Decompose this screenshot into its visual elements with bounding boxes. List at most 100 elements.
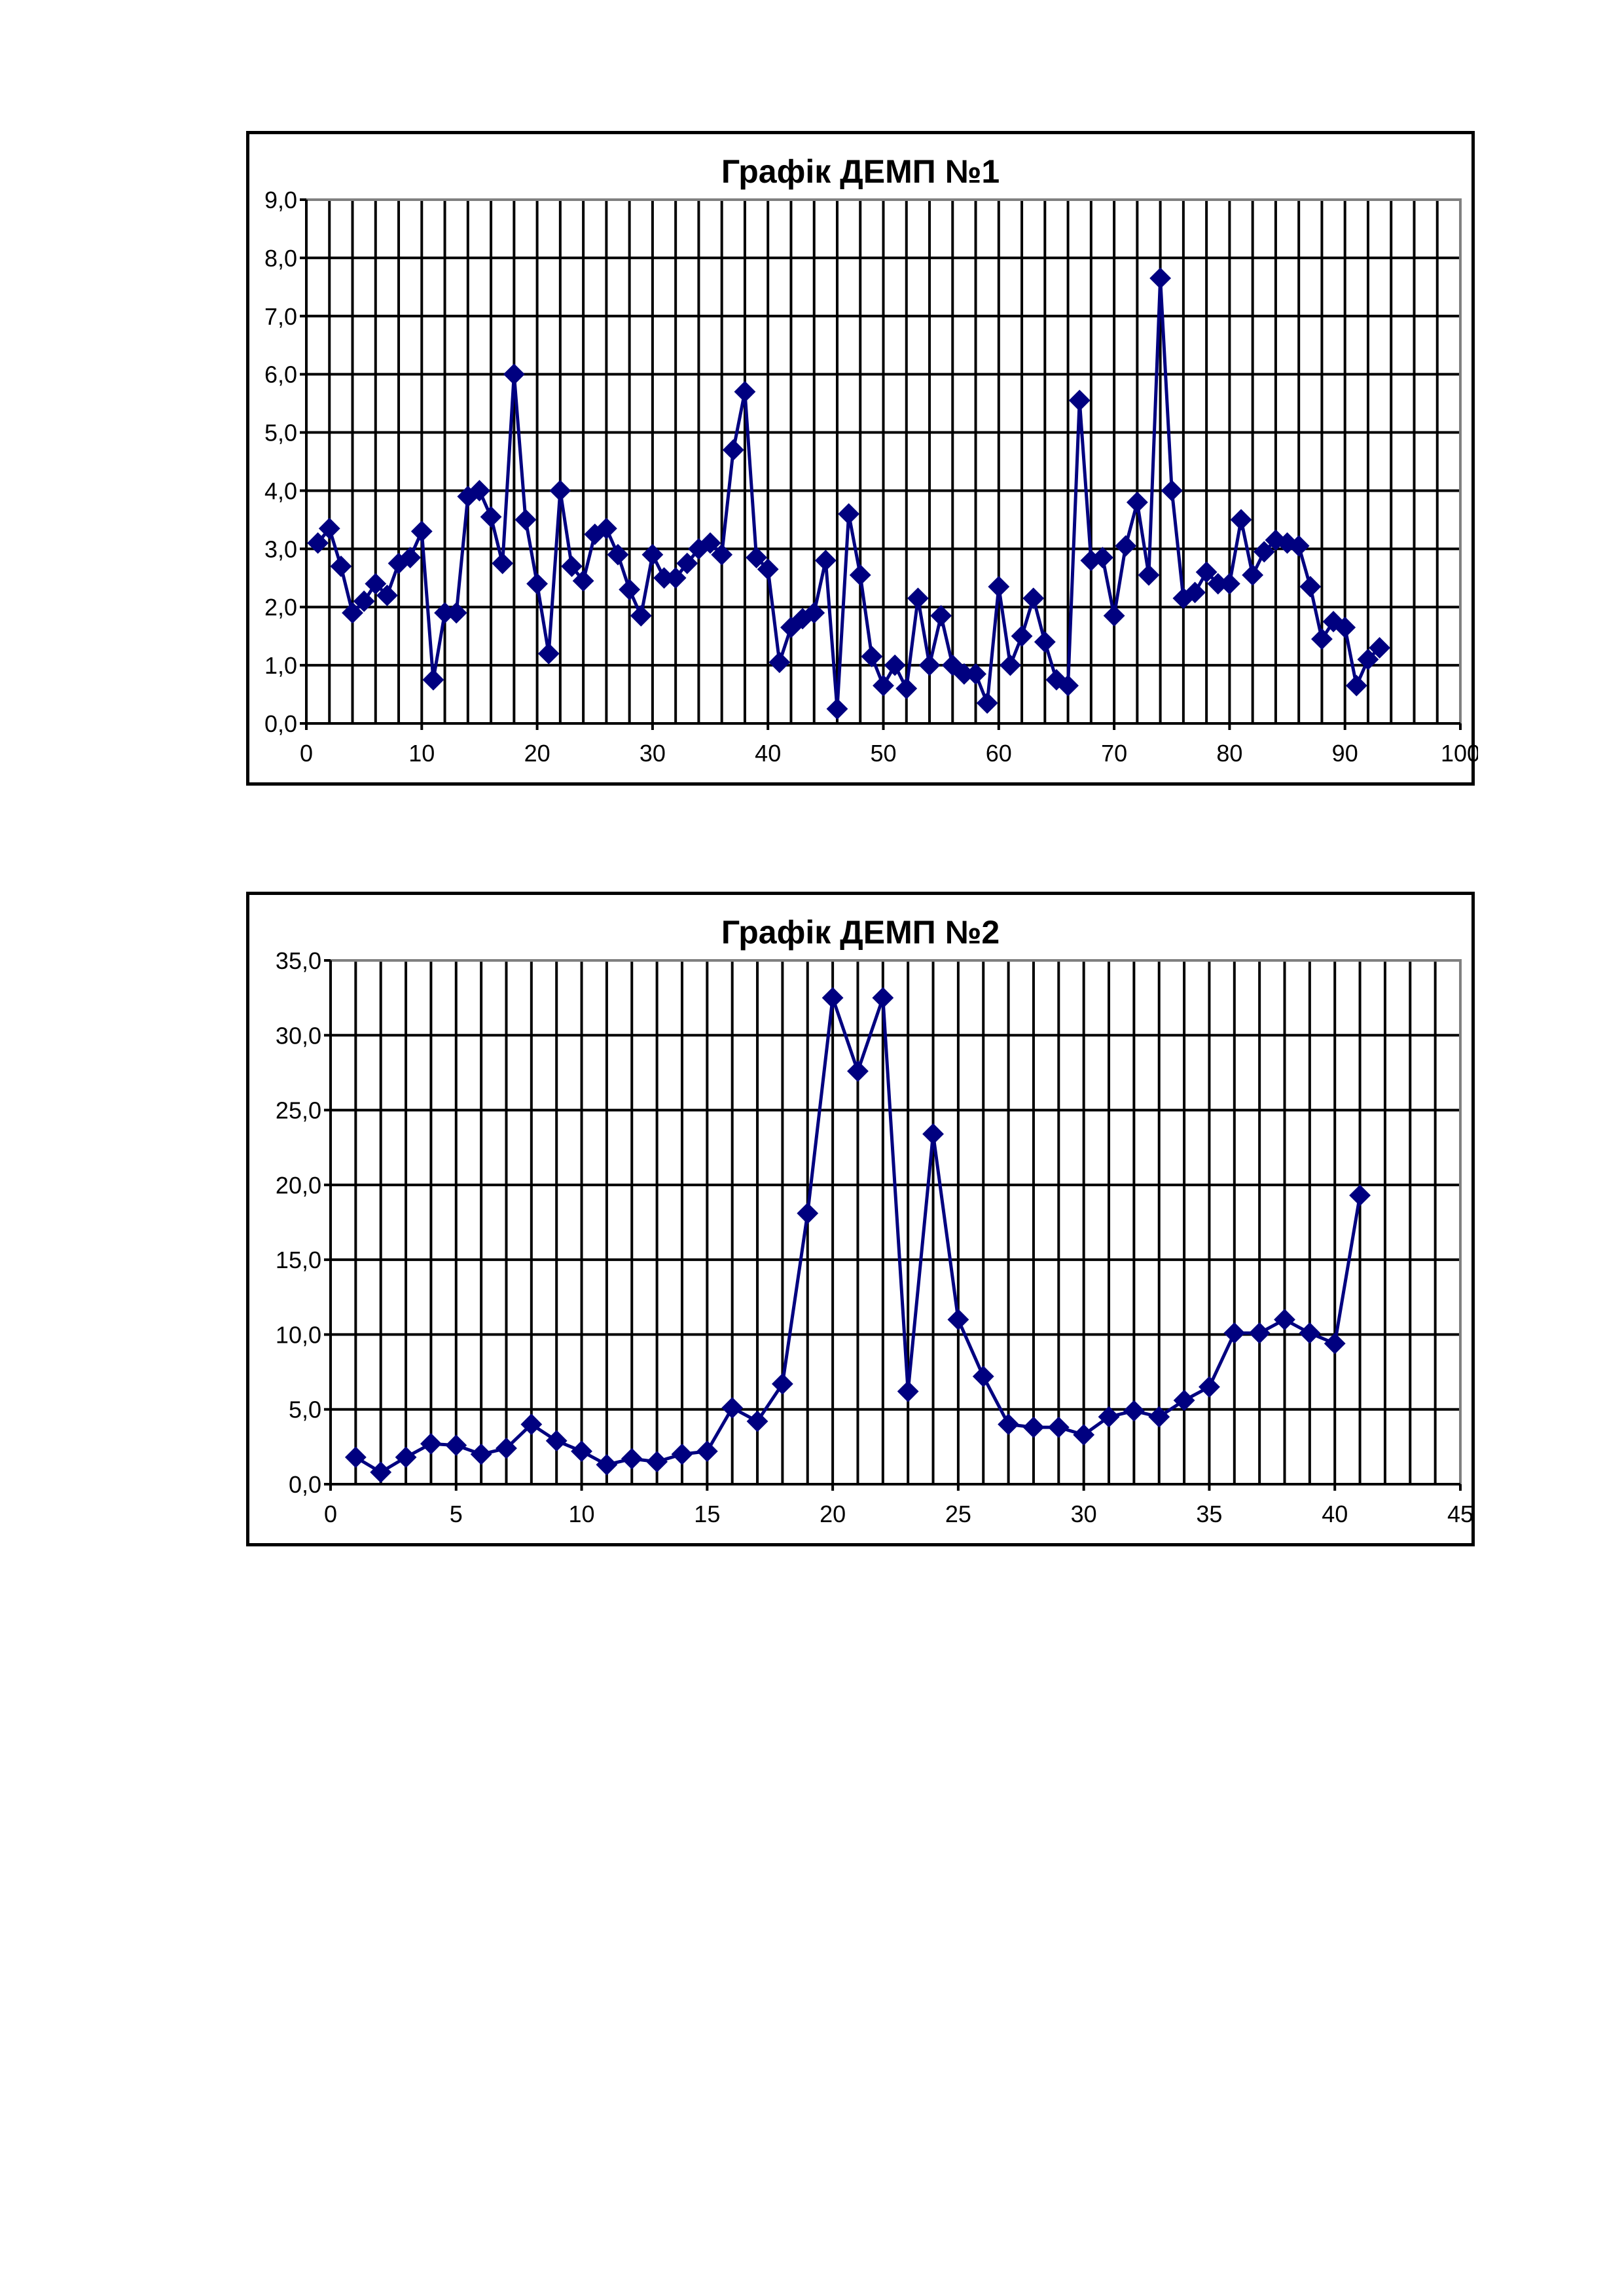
- data-point-marker: [561, 555, 583, 577]
- data-point-marker: [1047, 1416, 1070, 1438]
- data-point-marker: [1288, 535, 1310, 557]
- data-point-marker: [711, 543, 733, 566]
- data-point-marker: [344, 1446, 367, 1468]
- data-point-marker: [1299, 1322, 1321, 1344]
- data-point-marker: [821, 987, 844, 1009]
- data-point-marker: [1248, 1322, 1271, 1344]
- data-point-marker: [595, 517, 617, 539]
- data-point-marker: [376, 585, 398, 606]
- y-tick-label: 5,0: [264, 420, 297, 446]
- data-point-marker: [549, 480, 571, 501]
- data-point-marker: [797, 1202, 819, 1224]
- data-point-marker: [907, 587, 929, 610]
- data-point-marker: [814, 549, 837, 572]
- data-point-marker: [571, 1440, 592, 1463]
- data-point-marker: [1357, 648, 1379, 670]
- x-tick-label: 15: [694, 1501, 720, 1527]
- data-point-marker: [671, 1443, 693, 1465]
- y-tick-label: 4,0: [264, 477, 297, 504]
- data-point-marker: [480, 506, 502, 528]
- data-point-marker: [1223, 1322, 1246, 1344]
- data-point-marker: [619, 579, 641, 600]
- y-tick-label: 0,0: [289, 1471, 321, 1498]
- data-point-marker: [922, 1123, 944, 1145]
- data-point-marker: [520, 1413, 543, 1435]
- chart-1-frame: Графік ДЕМП №1 0,0 1,0 2,0 3,0 4,0 5,0 6,0 7,0 8…: [246, 131, 1478, 786]
- data-point-marker: [420, 1432, 442, 1455]
- y-tick-label: 1,0: [264, 652, 297, 679]
- data-point-marker: [918, 654, 941, 676]
- data-point-marker: [873, 674, 894, 697]
- data-point-marker: [410, 520, 433, 543]
- data-point-marker: [607, 543, 629, 566]
- data-point-marker: [768, 651, 791, 674]
- data-point-marker: [1115, 535, 1137, 557]
- x-tick-label: 40: [755, 740, 781, 767]
- data-point-marker: [330, 555, 352, 577]
- y-tick-label: 0,0: [264, 710, 297, 737]
- data-point-marker: [342, 602, 363, 624]
- data-point-marker: [847, 1060, 869, 1082]
- data-point-marker: [664, 567, 687, 589]
- x-tick-label: 0: [324, 1501, 337, 1527]
- data-point-marker: [422, 668, 444, 691]
- data-point-marker: [641, 543, 664, 566]
- y-tick-label: 15,0: [276, 1247, 321, 1273]
- data-point-marker: [1092, 547, 1113, 569]
- x-tick-label: 20: [820, 1501, 846, 1527]
- data-point-marker: [1103, 605, 1125, 627]
- data-point-marker: [1349, 1184, 1371, 1207]
- data-point-marker: [746, 1410, 768, 1432]
- data-point-marker: [469, 480, 490, 501]
- data-point-marker: [1073, 1424, 1095, 1446]
- y-tick-label: 2,0: [264, 594, 297, 621]
- data-point-marker: [722, 439, 744, 461]
- x-tick-label: 80: [1216, 740, 1242, 767]
- x-tick-label: 30: [1071, 1501, 1097, 1527]
- data-point-marker: [621, 1448, 643, 1470]
- data-point-marker: [721, 1397, 744, 1419]
- data-point-marker: [514, 509, 537, 531]
- data-point-marker: [1299, 575, 1322, 598]
- x-tick-label: 35: [1196, 1501, 1222, 1527]
- x-tick-label: 50: [870, 740, 896, 767]
- data-point-marker: [1230, 509, 1252, 531]
- data-point-marker: [1218, 573, 1240, 595]
- data-point-marker: [492, 553, 514, 574]
- data-point-marker: [1369, 637, 1391, 659]
- x-tick-label: 70: [1101, 740, 1127, 767]
- x-tick-label: 10: [408, 740, 435, 767]
- data-point-marker: [370, 1461, 392, 1484]
- data-point-marker: [1242, 564, 1264, 586]
- data-point-marker: [699, 532, 721, 554]
- data-point-marker: [1022, 587, 1045, 610]
- data-point-marker: [1126, 491, 1148, 513]
- data-point-marker: [526, 573, 549, 595]
- data-point-marker: [1173, 1389, 1195, 1412]
- data-point-marker: [545, 1430, 568, 1452]
- y-tick-label: 25,0: [276, 1097, 321, 1124]
- x-tick-label: 5: [450, 1501, 463, 1527]
- data-point-marker: [399, 547, 422, 569]
- data-point-marker: [746, 547, 767, 569]
- data-point-marker: [1000, 654, 1021, 676]
- chart-2-title: Графік ДЕМП №2: [721, 914, 1000, 951]
- data-point-marker: [696, 1440, 718, 1463]
- chart-2-frame: Графік ДЕМП №2 0,0 5,0 10,0 15,0 20,0 25,0 30,…: [246, 892, 1475, 1546]
- data-point-marker: [838, 503, 860, 525]
- x-tick-label: 25: [945, 1501, 971, 1527]
- chart-2-grid: [329, 959, 1462, 1485]
- data-point-marker: [1184, 581, 1206, 604]
- plot-area-border: [329, 959, 1462, 1485]
- data-point-marker: [895, 678, 918, 700]
- chart-1-grid: [305, 198, 1462, 725]
- x-tick-label: 90: [1332, 740, 1358, 767]
- y-tick-label: 9,0: [264, 187, 297, 213]
- data-point-marker: [307, 532, 329, 554]
- data-point-marker: [1334, 616, 1356, 638]
- data-point-marker: [803, 602, 825, 624]
- data-point-marker: [771, 1373, 793, 1395]
- y-tick-label: 7,0: [264, 303, 297, 330]
- data-point-marker: [1034, 631, 1056, 653]
- data-point-marker: [849, 564, 871, 586]
